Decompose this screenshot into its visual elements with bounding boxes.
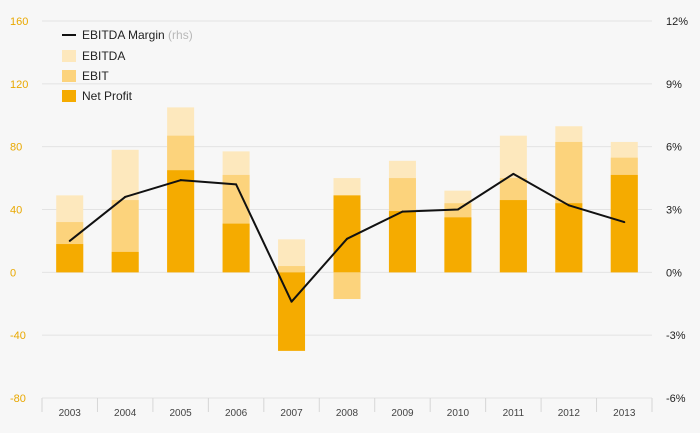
y-tick-left: -80 xyxy=(10,393,26,405)
legend-swatch-ebit xyxy=(62,70,76,82)
legend-rhs-note: (rhs) xyxy=(168,28,193,42)
bar-net-profit xyxy=(444,217,472,273)
y-tick-left: 160 xyxy=(10,16,28,28)
line-point-ebitda-margin xyxy=(512,172,515,175)
x-tick: 2005 xyxy=(170,408,193,419)
line-point-ebitda-margin xyxy=(567,204,570,207)
y-tick-left: -40 xyxy=(10,330,26,342)
line-point-ebitda-margin xyxy=(456,208,459,211)
y-tick-right: 6% xyxy=(666,142,682,154)
y-tick-left: 0 xyxy=(10,267,16,279)
line-point-ebitda-margin xyxy=(290,300,293,303)
line-point-ebitda-margin xyxy=(623,221,626,224)
bar-net-profit xyxy=(111,251,139,273)
y-tick-left: 80 xyxy=(10,142,22,154)
y-tick-right: 3% xyxy=(666,205,682,217)
y-tick-right: -3% xyxy=(666,330,686,342)
y-tick-left: 120 xyxy=(10,79,28,91)
bar-net-profit xyxy=(167,170,195,273)
line-point-ebitda-margin xyxy=(124,195,127,198)
y-tick-left: 40 xyxy=(10,205,22,217)
x-tick: 2007 xyxy=(280,408,303,419)
bar-net-profit xyxy=(56,244,84,273)
legend-label-ebit: EBIT xyxy=(82,69,109,83)
bar-net-profit xyxy=(499,200,527,273)
y-tick-right: 12% xyxy=(666,16,688,28)
x-tick: 2010 xyxy=(447,408,470,419)
x-tick: 2004 xyxy=(114,408,137,419)
x-tick: 2012 xyxy=(558,408,581,419)
bar-net-profit xyxy=(278,272,306,351)
x-tick: 2003 xyxy=(59,408,82,419)
legend-swatch-ebitda xyxy=(62,50,76,62)
x-tick: 2006 xyxy=(225,408,248,419)
axes: 160 12% 120 9% 80 6% 40 3% 0 0% -40 -3% -80 -6% 2003 20… xyxy=(10,16,688,419)
bar-ebit xyxy=(333,272,361,300)
line-point-ebitda-margin xyxy=(68,239,71,242)
y-tick-right: -6% xyxy=(666,393,686,405)
legend: EBITDA Margin (rhs) EBITDA EBIT Net Prof… xyxy=(62,28,193,103)
bar-net-profit xyxy=(610,174,638,273)
line-point-ebitda-margin xyxy=(346,237,348,240)
line-point-ebitda-margin xyxy=(401,210,404,213)
line-point-ebitda-margin xyxy=(179,179,182,182)
bars xyxy=(56,107,638,351)
bar-net-profit xyxy=(388,211,416,273)
legend-swatch-net-profit xyxy=(62,90,76,102)
y-tick-right: 9% xyxy=(666,79,682,91)
x-tick: 2011 xyxy=(503,408,525,419)
margin-line xyxy=(68,172,626,303)
legend-label-ebitda: EBITDA xyxy=(82,49,125,63)
legend-label-net-profit: Net Profit xyxy=(82,89,133,103)
legend-label-ebitda-margin: EBITDA Margin (rhs) xyxy=(82,28,193,42)
y-tick-right: 0% xyxy=(666,267,682,279)
x-tick: 2013 xyxy=(613,408,636,419)
bar-ebit xyxy=(278,266,306,273)
line-point-ebitda-margin xyxy=(235,183,238,186)
bar-net-profit xyxy=(222,223,250,273)
x-tick: 2008 xyxy=(336,408,359,419)
bar-net-profit xyxy=(555,203,583,273)
x-tick: 2009 xyxy=(391,408,414,419)
